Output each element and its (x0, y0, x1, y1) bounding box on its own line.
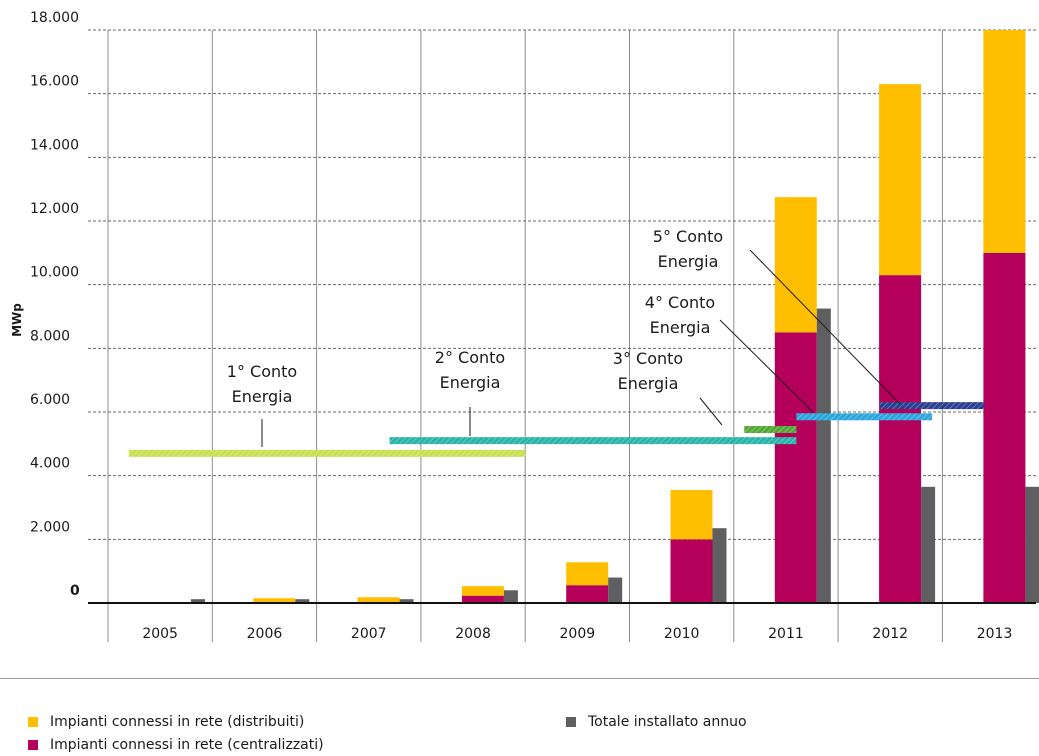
annotation-label: 1° Conto (227, 362, 297, 381)
bar-distribuiti (566, 562, 608, 585)
annotation-label: Energia (440, 373, 501, 392)
annotation-label: Energia (650, 318, 711, 337)
chart: 1° Conto Energia 2° Conto Energia 3° Conto En… (0, 0, 1039, 670)
legend-swatch-totale (566, 717, 576, 727)
annotation-label: Energia (618, 374, 679, 393)
x-tick-label: 2007 (351, 626, 387, 642)
y-tick-label: 4.000 (30, 456, 70, 472)
annotation-label: 5° Conto (653, 227, 723, 246)
annotation-label: 3° Conto (613, 349, 683, 368)
legend-label-centralizzati: Impianti connessi in rete (centralizzati… (50, 737, 324, 753)
x-tick-label: 2012 (872, 626, 908, 642)
bar-centralizzati (983, 253, 1025, 603)
conto-energia-bar-hatch (390, 437, 797, 444)
conto-energia-bar-hatch (744, 426, 796, 433)
x-tick-label: 2005 (142, 626, 178, 642)
legend: Impianti connessi in rete (distribuiti) … (0, 678, 1039, 756)
x-tick-label: 2010 (664, 626, 700, 642)
bar-centralizzati (879, 275, 921, 603)
y-tick-label: 6.000 (30, 392, 70, 408)
y-tick-label: 10.000 (30, 265, 79, 281)
y-tick-label: 18.000 (30, 10, 79, 26)
y-tick-label: 8.000 (30, 328, 70, 344)
bar-centralizzati (671, 539, 713, 603)
bars (149, 30, 1039, 603)
legend-item-totale: Totale installato annuo (566, 714, 747, 730)
bar-totale (713, 528, 727, 603)
legend-label-totale: Totale installato annuo (588, 714, 747, 730)
annotation-label: 4° Conto (645, 293, 715, 312)
annotation-label: Energia (658, 252, 719, 271)
bar-centralizzati (462, 596, 504, 603)
x-tick-label: 2013 (977, 626, 1013, 642)
x-tick-label: 2008 (455, 626, 491, 642)
conto-energia-bar-hatch (796, 413, 932, 420)
y-axis-label: MWp (10, 303, 24, 337)
bar-distribuiti (462, 586, 504, 596)
y-tick-label: 2.000 (30, 519, 70, 535)
annotations: 1° Conto Energia 2° Conto Energia 3° Conto En… (129, 227, 984, 457)
bar-totale (921, 487, 935, 603)
bar-totale (504, 590, 518, 603)
annotation-label: Energia (232, 387, 293, 406)
y-tick-label: 0 (70, 583, 80, 599)
annotation-label: 2° Conto (435, 348, 505, 367)
bar-centralizzati (775, 332, 817, 603)
legend-item-distribuiti: Impianti connessi in rete (distribuiti) (28, 714, 304, 730)
x-tick-label: 2011 (768, 626, 804, 642)
y-tick-label: 12.000 (30, 201, 79, 217)
legend-label-distribuiti: Impianti connessi in rete (distribuiti) (50, 714, 304, 730)
bar-centralizzati (566, 585, 608, 603)
bar-distribuiti (983, 30, 1025, 253)
legend-item-centralizzati: Impianti connessi in rete (centralizzati… (28, 737, 324, 753)
bar-distribuiti (671, 490, 713, 539)
legend-swatch-distribuiti (28, 717, 38, 727)
conto-energia-bar-hatch (129, 450, 525, 457)
bar-totale (1025, 487, 1039, 603)
bar-totale (608, 578, 622, 603)
x-tick-label: 2006 (247, 626, 283, 642)
legend-swatch-centralizzati (28, 740, 38, 750)
conto-energia-bar-hatch (880, 402, 984, 409)
bar-totale (817, 309, 831, 603)
y-tick-label: 16.000 (30, 74, 79, 90)
y-tick-label: 14.000 (30, 137, 79, 153)
x-tick-label: 2009 (560, 626, 596, 642)
bar-distribuiti (879, 84, 921, 275)
